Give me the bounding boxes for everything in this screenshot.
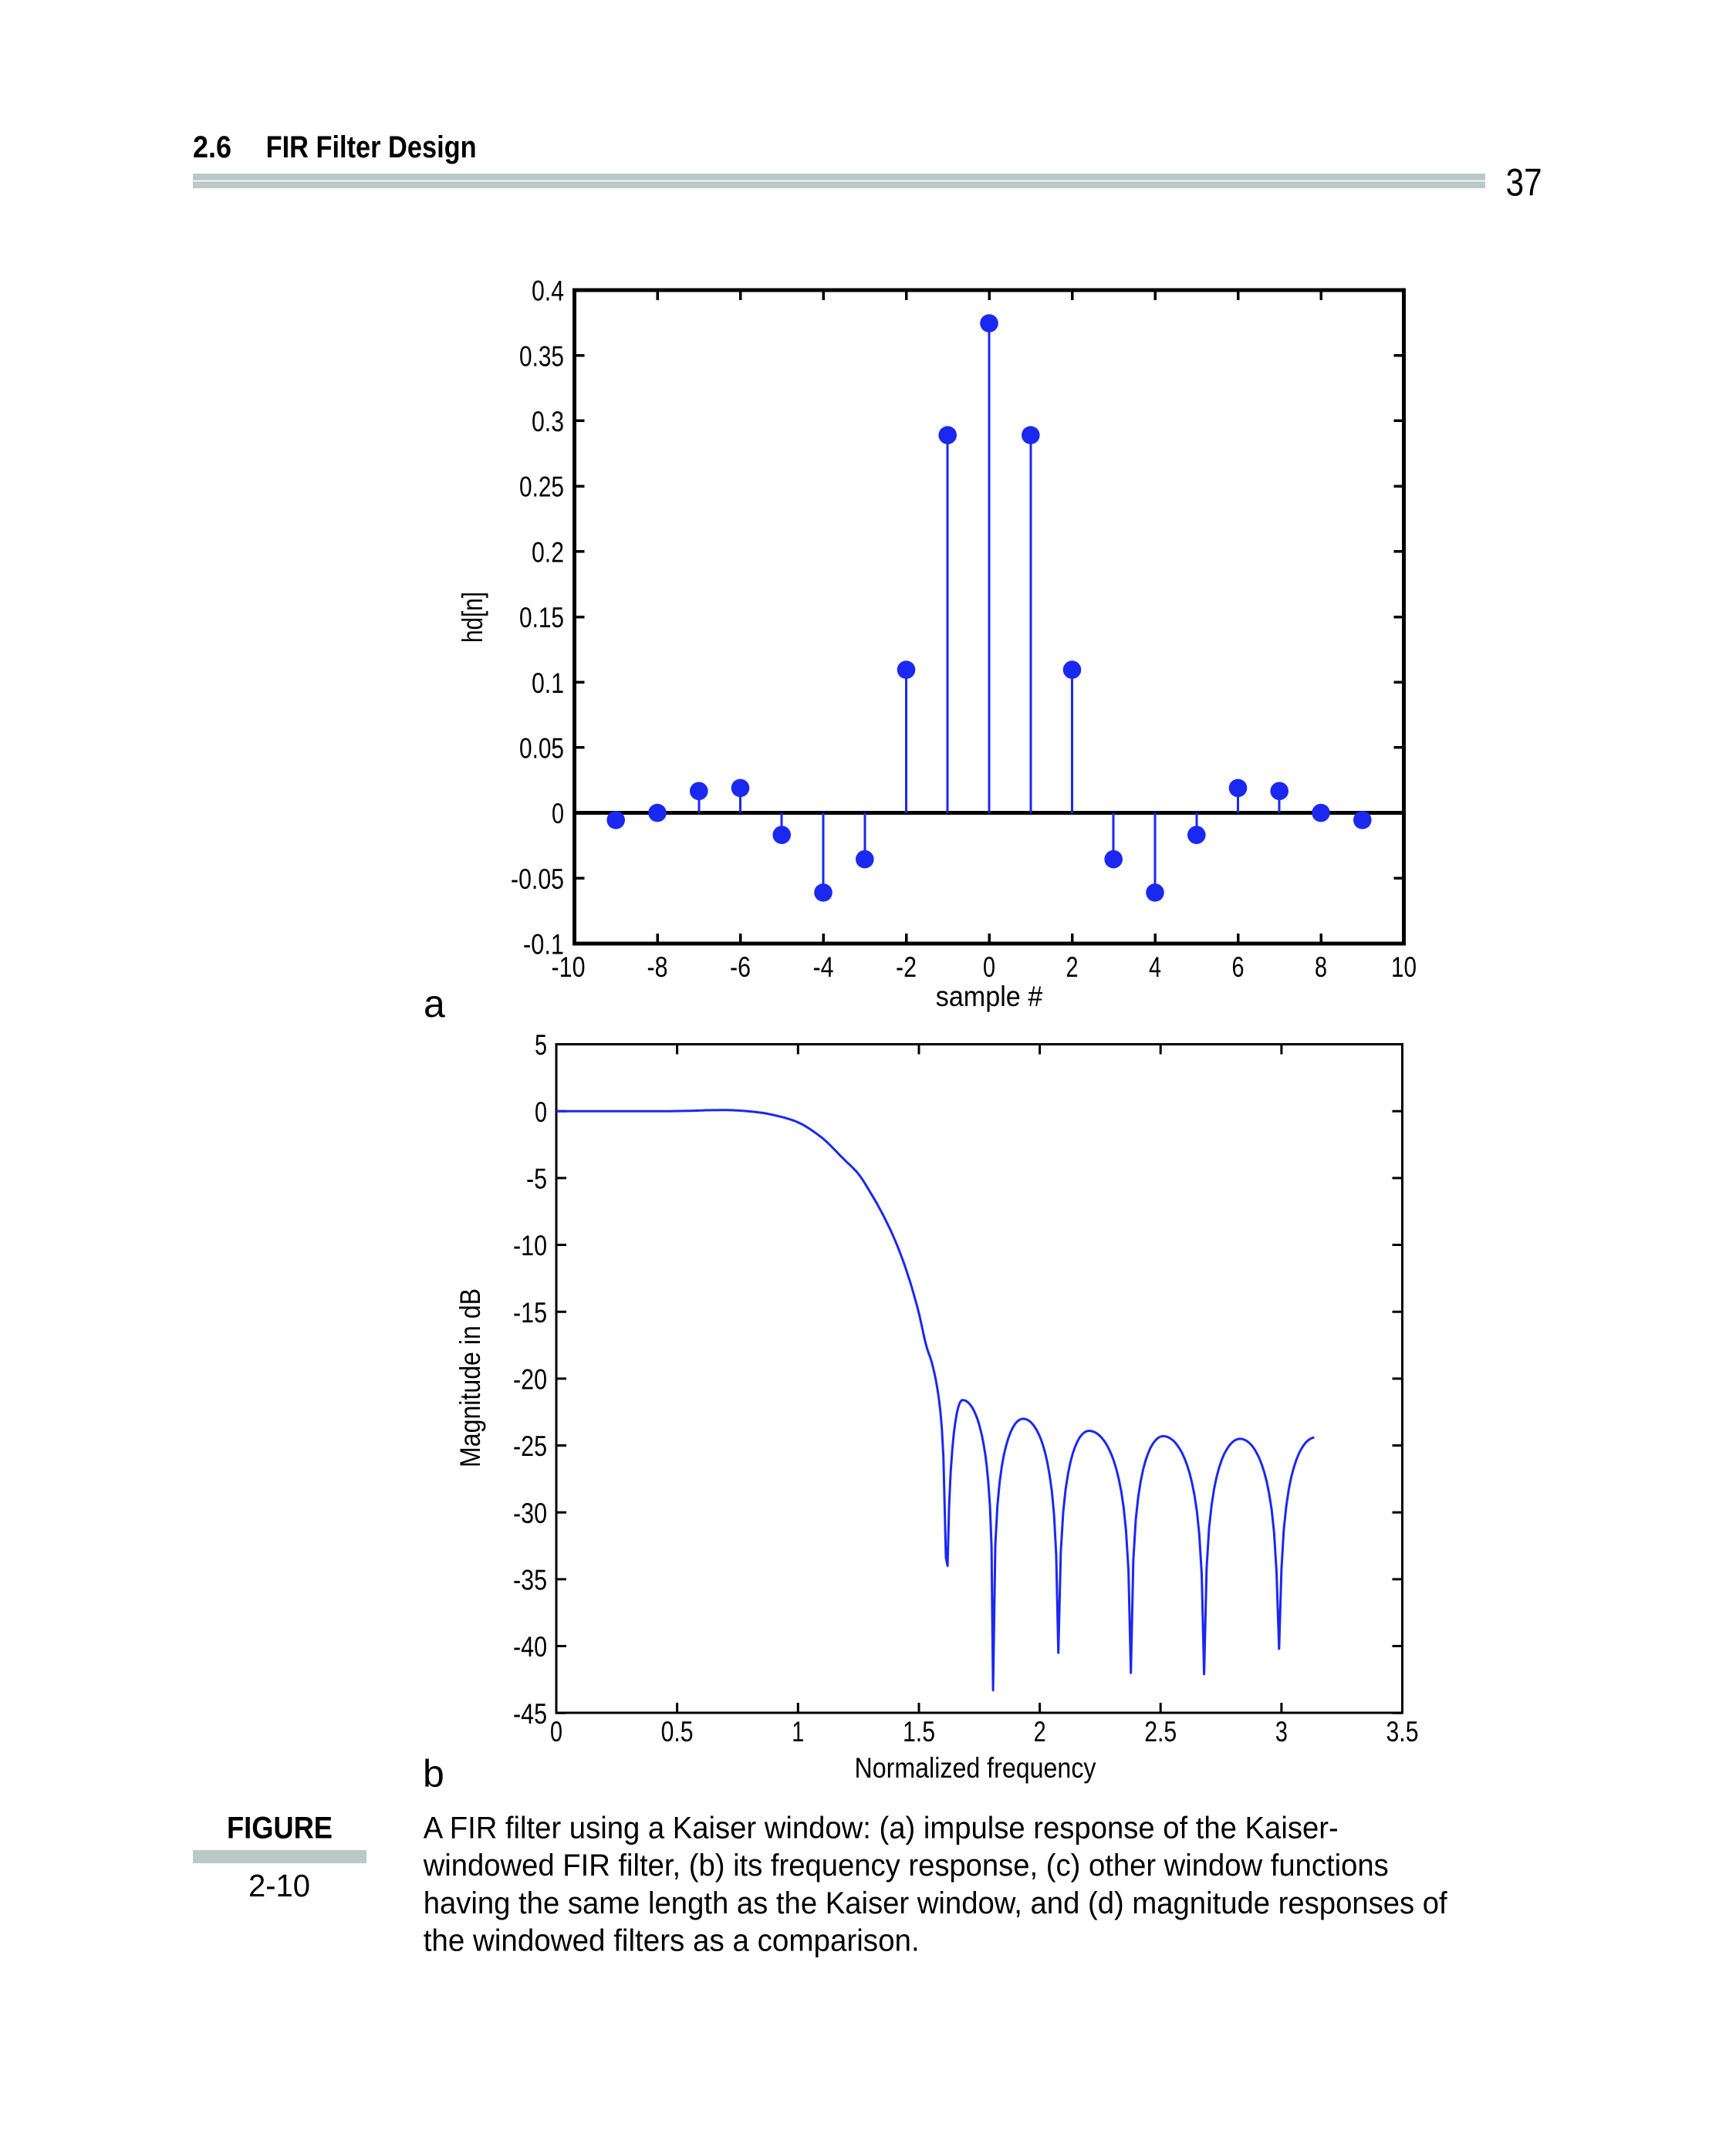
svg-text:0.25: 0.25 (519, 471, 564, 503)
svg-text:8: 8 (1315, 951, 1327, 983)
svg-text:-30: -30 (513, 1498, 547, 1529)
svg-text:0.05: 0.05 (519, 733, 564, 765)
svg-text:0: 0 (983, 951, 995, 983)
svg-text:-0.1: -0.1 (523, 929, 564, 961)
svg-text:-20: -20 (513, 1364, 547, 1396)
svg-text:FIR Filter Design: FIR Filter Design (266, 130, 477, 164)
svg-text:hd[n]: hd[n] (457, 592, 488, 643)
svg-text:Normalized frequency: Normalized frequency (855, 1752, 1096, 1784)
svg-text:0: 0 (550, 1716, 562, 1748)
svg-text:FIGURE: FIGURE (227, 1811, 333, 1845)
svg-text:0.35: 0.35 (519, 340, 564, 372)
svg-text:a: a (424, 982, 445, 1025)
svg-text:0.5: 0.5 (661, 1716, 694, 1748)
svg-text:1.5: 1.5 (903, 1716, 935, 1748)
svg-text:0: 0 (552, 798, 564, 829)
svg-text:Magnitude in dB: Magnitude in dB (454, 1288, 486, 1467)
svg-text:0.3: 0.3 (532, 406, 564, 437)
svg-text:-40: -40 (513, 1631, 547, 1663)
svg-text:-4: -4 (813, 951, 834, 983)
svg-text:3.5: 3.5 (1386, 1716, 1419, 1748)
svg-text:-25: -25 (513, 1430, 547, 1462)
svg-text:2: 2 (1066, 951, 1079, 983)
svg-text:-10: -10 (552, 951, 586, 983)
svg-text:0.15: 0.15 (519, 602, 564, 633)
svg-text:3: 3 (1275, 1716, 1288, 1748)
svg-text:sample #: sample # (936, 981, 1043, 1012)
svg-text:2: 2 (1034, 1716, 1046, 1748)
svg-text:4: 4 (1149, 951, 1161, 983)
svg-text:b: b (423, 1752, 444, 1795)
svg-text:0.4: 0.4 (532, 275, 564, 307)
svg-text:1: 1 (792, 1716, 804, 1748)
svg-text:-15: -15 (513, 1297, 547, 1329)
svg-text:5: 5 (535, 1029, 547, 1061)
svg-text:the windowed filters as a comp: the windowed filters as a comparison. (424, 1923, 920, 1957)
svg-text:-10: -10 (513, 1230, 547, 1261)
svg-text:0: 0 (535, 1096, 547, 1128)
svg-text:-45: -45 (513, 1698, 547, 1730)
svg-text:-6: -6 (730, 951, 751, 983)
svg-text:6: 6 (1232, 951, 1245, 983)
svg-text:2-10: 2-10 (248, 1868, 310, 1903)
svg-text:37: 37 (1506, 161, 1542, 204)
svg-text:A FIR filter using a Kaiser wi: A FIR filter using a Kaiser window: (a) … (424, 1812, 1339, 1846)
svg-text:-8: -8 (647, 951, 668, 983)
svg-text:2.6: 2.6 (193, 130, 231, 164)
svg-text:-2: -2 (896, 951, 917, 983)
svg-text:-35: -35 (513, 1565, 547, 1596)
svg-text:having the same length as the: having the same length as the Kaiser win… (424, 1886, 1448, 1920)
svg-text:10: 10 (1391, 951, 1417, 983)
svg-text:0.1: 0.1 (532, 667, 564, 699)
svg-text:2.5: 2.5 (1144, 1716, 1177, 1748)
svg-text:windowed FIR filter, (b) its f: windowed FIR filter, (b) its frequency r… (423, 1849, 1389, 1883)
svg-text:-0.05: -0.05 (511, 863, 564, 895)
svg-text:-5: -5 (526, 1163, 547, 1195)
svg-text:0.2: 0.2 (532, 536, 564, 568)
